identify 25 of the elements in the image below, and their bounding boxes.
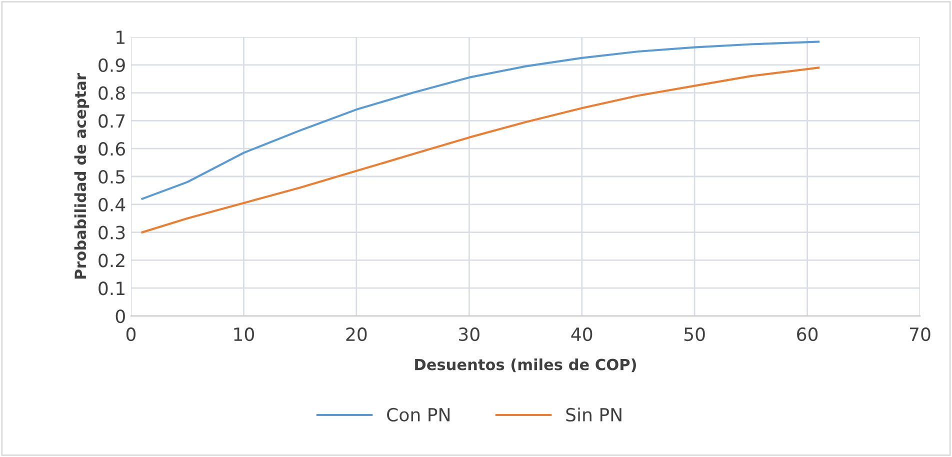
x-axis-title: Desuentos (miles de COP) bbox=[415, 358, 636, 372]
y-tick-label: 1 bbox=[116, 30, 124, 44]
x-tick-label: 30 bbox=[459, 327, 480, 342]
x-tick-label: 40 bbox=[571, 327, 592, 342]
y-axis-title: Probabilidad de aceptar bbox=[74, 73, 90, 279]
y-tick-label: 0.1 bbox=[98, 282, 124, 296]
x-tick-label: 0 bbox=[126, 327, 136, 342]
y-tick-label: 0.3 bbox=[98, 226, 125, 240]
x-tick-label: 50 bbox=[684, 327, 705, 342]
y-tick-label: 0.5 bbox=[98, 170, 125, 184]
x-tick-label: 60 bbox=[797, 327, 818, 342]
legend-label: Sin PN bbox=[566, 408, 622, 422]
y-tick-label: 0.6 bbox=[98, 142, 126, 156]
y-tick-label: 0.8 bbox=[98, 86, 125, 100]
y-tick-label: 0.9 bbox=[98, 58, 125, 72]
line-series bbox=[141, 66, 820, 234]
line-series bbox=[141, 40, 820, 200]
x-tick-label: 10 bbox=[234, 327, 254, 342]
y-tick-label: 0.4 bbox=[98, 198, 126, 212]
x-tick-label: 70 bbox=[910, 327, 930, 342]
legend-label: Con PN bbox=[387, 408, 450, 422]
x-tick-label: 20 bbox=[346, 327, 367, 342]
y-tick-label: 0.2 bbox=[98, 254, 124, 268]
y-tick-label: 0.7 bbox=[98, 114, 125, 128]
y-tick-label: 0 bbox=[116, 309, 125, 324]
